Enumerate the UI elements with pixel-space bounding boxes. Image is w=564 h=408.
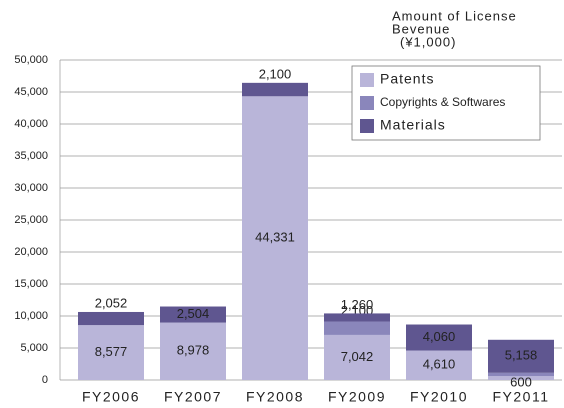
value-label: 5,158 [505, 348, 538, 363]
legend-box [351, 65, 541, 141]
legend-swatch [360, 96, 374, 110]
legend-swatch [360, 73, 374, 87]
value-label: 44,331 [255, 230, 295, 245]
y-tick-label: 40,000 [14, 118, 48, 130]
value-label: 600 [510, 374, 532, 389]
bar-segment [488, 339, 554, 373]
annotation: Bevenue [392, 21, 450, 36]
y-tick-label: 30,000 [14, 182, 48, 194]
x-tick-label: FY2006 [82, 389, 140, 405]
bar-segment [324, 313, 390, 322]
bar-segment [160, 306, 226, 323]
legend-label: Materials [380, 117, 446, 133]
y-tick-label: 10,000 [14, 310, 48, 322]
y-tick-label: 25,000 [14, 214, 48, 226]
legend-swatch [360, 119, 374, 133]
bar-segment [488, 376, 554, 380]
value-label: 7,042 [341, 349, 374, 364]
y-tick-label: 45,000 [14, 86, 48, 98]
bar-segment [488, 372, 554, 377]
y-tick-label: 0 [42, 374, 48, 386]
annotation: (¥1,000) [400, 34, 456, 49]
legend-label: Copyrights & Softwares [380, 95, 505, 109]
bar-segment [406, 324, 472, 351]
value-label: 1,260 [341, 297, 374, 312]
value-label: 2,100 [259, 66, 292, 81]
value-label: 2,052 [95, 295, 128, 310]
x-tick-label: FY2010 [410, 389, 468, 405]
x-tick-label: FY2007 [164, 389, 222, 405]
value-label: 4,610 [423, 357, 456, 372]
x-tick-label: FY2011 [493, 389, 550, 405]
bar-segment [406, 350, 472, 380]
value-label: 8,978 [177, 343, 210, 358]
y-tick-label: 5,000 [20, 342, 48, 354]
legend-label: Patents [380, 71, 434, 87]
annotation: Amount of License [392, 8, 517, 23]
bar-segment [78, 311, 144, 326]
value-label: 2,504 [177, 306, 210, 321]
value-label: 4,060 [423, 329, 456, 344]
bar-segment [242, 96, 308, 380]
bar-segment [324, 321, 390, 335]
bar-segment [324, 334, 390, 380]
y-tick-label: 20,000 [14, 246, 48, 258]
y-tick-label: 50,000 [14, 54, 48, 66]
y-tick-label: 15,000 [14, 278, 48, 290]
bar-segment [78, 325, 144, 380]
value-label: 8,577 [95, 344, 128, 359]
y-tick-label: 35,000 [14, 150, 48, 162]
bar-segment [160, 322, 226, 380]
bar-segment [242, 82, 308, 97]
x-tick-label: FY2008 [246, 389, 304, 405]
x-tick-label: FY2009 [328, 389, 386, 405]
